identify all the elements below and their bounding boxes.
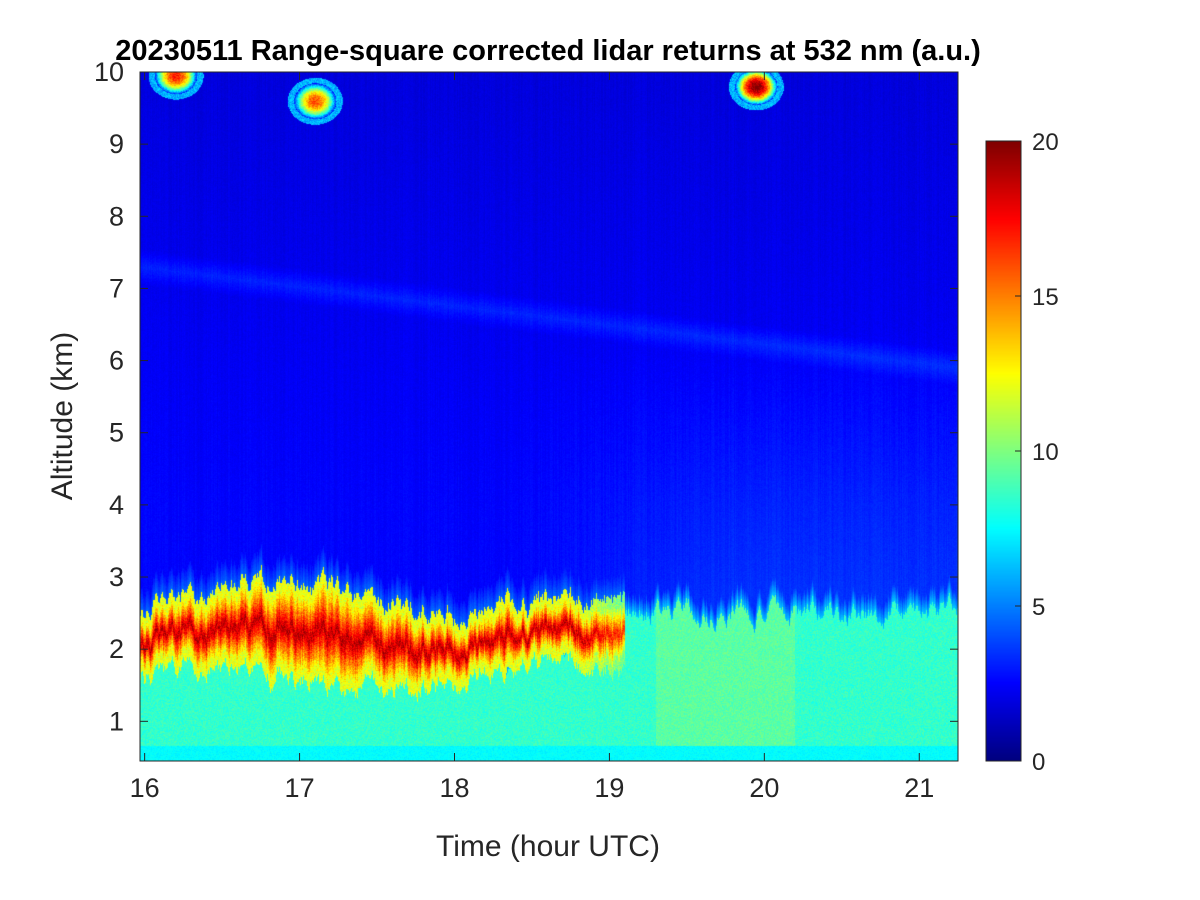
x-axis-label: Time (hour UTC) xyxy=(436,830,660,863)
colorbar: 0 5 10 15 20 xyxy=(985,129,1059,776)
y-axis: 1 2 3 4 5 6 7 8 9 10 xyxy=(94,57,958,736)
y-axis-label: Altitude (km) xyxy=(46,332,79,500)
y-tick-label: 3 xyxy=(109,562,124,592)
x-tick-label: 20 xyxy=(749,773,779,803)
plot-frame xyxy=(139,71,959,762)
y-tick-label: 7 xyxy=(109,273,124,303)
colorbar-tick-label: 15 xyxy=(1032,284,1059,311)
y-tick-label: 2 xyxy=(109,634,124,664)
heatmap-image xyxy=(140,72,958,761)
y-tick-label: 5 xyxy=(109,418,124,448)
colorbar-tick-label: 5 xyxy=(1032,594,1045,621)
x-tick-label: 18 xyxy=(439,773,469,803)
colorbar-tick-label: 20 xyxy=(1032,129,1059,156)
x-axis: 16 17 18 19 20 21 xyxy=(130,72,934,803)
chart-title: 20230511 Range-square corrected lidar re… xyxy=(115,35,981,67)
y-tick-label: 1 xyxy=(109,706,124,736)
colorbar-ticks: 0 5 10 15 20 xyxy=(1015,129,1059,776)
y-tick-label: 9 xyxy=(109,129,124,159)
x-tick-label: 16 xyxy=(130,773,160,803)
colorbar-tick-label: 0 xyxy=(1032,749,1045,776)
x-tick-label: 17 xyxy=(285,773,315,803)
plot-area xyxy=(139,71,959,762)
y-tick-label: 8 xyxy=(109,201,124,231)
y-tick-label: 6 xyxy=(109,346,124,376)
y-tick-label: 4 xyxy=(109,490,124,520)
x-tick-label: 19 xyxy=(594,773,624,803)
y-tick-label: 10 xyxy=(94,57,124,87)
colorbar-tick-label: 10 xyxy=(1032,439,1059,466)
x-tick-label: 21 xyxy=(904,773,934,803)
